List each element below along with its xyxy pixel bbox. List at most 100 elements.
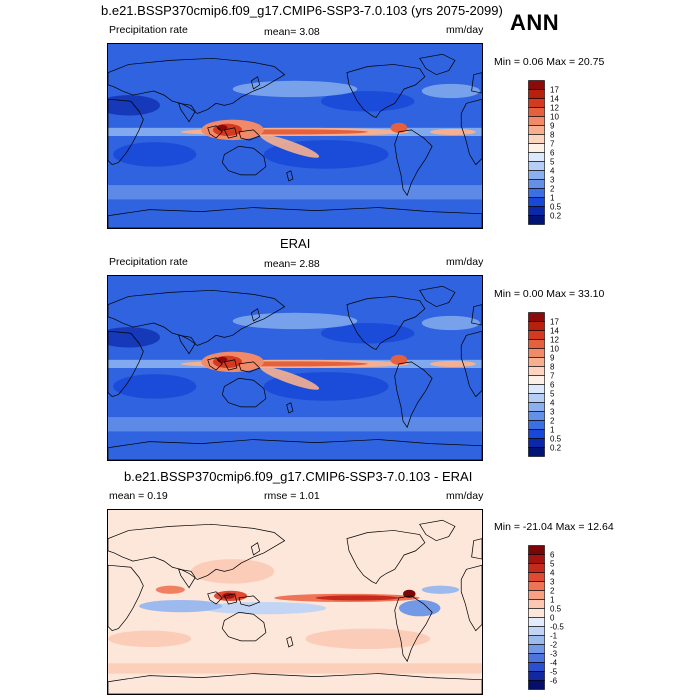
colorbar-box	[528, 206, 545, 216]
colorbar-tick-label: 5	[550, 158, 555, 167]
colorbar-tick-label: 8	[550, 131, 555, 140]
colorbar-box	[528, 321, 545, 331]
panel-1-map	[107, 43, 483, 229]
panel-2-units-label: mm/day	[446, 256, 484, 268]
colorbar-tick-label: 2	[550, 185, 555, 194]
colorbar-box	[528, 143, 545, 153]
colorbar-box	[528, 312, 545, 322]
colorbar-tick-label: 9	[550, 122, 555, 131]
colorbar-tick-label: 3	[550, 176, 555, 185]
colorbar-tick-label: -5	[550, 668, 558, 677]
colorbar-tick-label: -0.5	[550, 623, 564, 632]
colorbar-box	[528, 89, 545, 99]
panel-3-units-label: mm/day	[446, 490, 484, 502]
colorbar-tick-label: 0.2	[550, 444, 562, 453]
colorbar-box	[528, 590, 545, 600]
colorbar-tick-label: 0.5	[550, 605, 562, 614]
panel-3-colorbar: 6 5 4 3 2 1 0.5 0 -0.5 -1 -2 -3 -4 -5 -6	[528, 545, 588, 691]
colorbar-box	[528, 188, 545, 198]
colorbar-box	[528, 107, 545, 117]
panel-2-title: ERAI	[280, 236, 311, 251]
colorbar-tick-label: 7	[550, 372, 555, 381]
colorbar-box	[528, 357, 545, 367]
colorbar-tick-label: 6	[550, 551, 555, 560]
colorbar-box	[528, 170, 545, 180]
panel-2-mean-label: mean= 2.88	[264, 258, 320, 270]
colorbar-box	[528, 563, 545, 573]
colorbar-tick-label: 0.2	[550, 212, 562, 221]
colorbar-tick-label: 6	[550, 149, 555, 158]
colorbar-tick-label: 12	[550, 104, 559, 113]
panel-1-minmax-label: Min = 0.06 Max = 20.75	[494, 56, 605, 68]
panel-3-rmse-label: rmse = 1.01	[264, 490, 320, 502]
colorbar-tick-label: 0	[550, 614, 555, 623]
panel-3-map	[107, 509, 483, 695]
panel-2-variable-label: Precipitation rate	[109, 256, 188, 268]
season-label: ANN	[510, 10, 560, 35]
colorbar-box	[528, 608, 545, 618]
colorbar-box	[528, 339, 545, 349]
colorbar-box	[528, 653, 545, 663]
colorbar-box	[528, 411, 545, 421]
colorbar-tick-label: 2	[550, 417, 555, 426]
colorbar-tick-label: 3	[550, 408, 555, 417]
colorbar-box	[528, 554, 545, 564]
colorbar-box	[528, 161, 545, 171]
colorbar-tick-label: 7	[550, 140, 555, 149]
panel-1-mean-label: mean= 3.08	[264, 26, 320, 38]
panel-1-colorbar: 17 14 12 10 9 8 7 6 5 4 3 2 1 0.5 0.2	[528, 80, 588, 226]
colorbar-box	[528, 152, 545, 162]
colorbar-box	[528, 393, 545, 403]
colorbar-box	[528, 375, 545, 385]
colorbar-box	[528, 330, 545, 340]
colorbar-tick-label: 10	[550, 113, 559, 122]
colorbar-tick-label: -4	[550, 659, 558, 668]
colorbar-box	[528, 348, 545, 358]
colorbar-box	[528, 617, 545, 627]
colorbar-box	[528, 384, 545, 394]
colorbar-box	[528, 572, 545, 582]
colorbar-box	[528, 680, 545, 690]
colorbar-tick-label: 8	[550, 363, 555, 372]
colorbar-tick-label: 4	[550, 399, 555, 408]
colorbar-tick-label: 14	[550, 327, 559, 336]
colorbar-box	[528, 420, 545, 430]
panel-2-minmax-label: Min = 0.00 Max = 33.10	[494, 288, 605, 300]
colorbar-box	[528, 671, 545, 681]
panel-1-title: b.e21.BSSP370cmip6.f09_g17.CMIP6-SSP3-7.…	[101, 3, 503, 18]
colorbar-tick-label: 12	[550, 336, 559, 345]
panel-1-variable-label: Precipitation rate	[109, 24, 188, 36]
colorbar-box	[528, 447, 545, 457]
panel-1-units-label: mm/day	[446, 24, 484, 36]
colorbar-box	[528, 366, 545, 376]
colorbar-box	[528, 80, 545, 90]
colorbar-tick-label: 10	[550, 345, 559, 354]
colorbar-tick-label: 4	[550, 167, 555, 176]
colorbar-tick-label: 3	[550, 578, 555, 587]
panel-3-minmax-label: Min = -21.04 Max = 12.64	[494, 521, 614, 533]
colorbar-box	[528, 98, 545, 108]
colorbar-tick-label: 2	[550, 587, 555, 596]
colorbar-tick-label: -3	[550, 650, 558, 659]
colorbar-box	[528, 545, 545, 555]
colorbar-box	[528, 644, 545, 654]
panel-3-mean-label: mean = 0.19	[109, 490, 168, 502]
colorbar-box	[528, 215, 545, 225]
panel-2-map	[107, 275, 483, 461]
colorbar-tick-label: 5	[550, 560, 555, 569]
colorbar-box	[528, 581, 545, 591]
colorbar-box	[528, 429, 545, 439]
colorbar-tick-label: 1	[550, 194, 555, 203]
colorbar-tick-label: 14	[550, 95, 559, 104]
colorbar-box	[528, 626, 545, 636]
colorbar-box	[528, 116, 545, 126]
colorbar-box	[528, 125, 545, 135]
panel-3-title: b.e21.BSSP370cmip6.f09_g17.CMIP6-SSP3-7.…	[124, 469, 473, 484]
colorbar-tick-label: -2	[550, 641, 558, 650]
panel-2-colorbar: 17 14 12 10 9 8 7 6 5 4 3 2 1 0.5 0.2	[528, 312, 588, 458]
colorbar-tick-label: 1	[550, 426, 555, 435]
colorbar-box	[528, 197, 545, 207]
colorbar-box	[528, 179, 545, 189]
colorbar-box	[528, 134, 545, 144]
colorbar-tick-label: 9	[550, 354, 555, 363]
